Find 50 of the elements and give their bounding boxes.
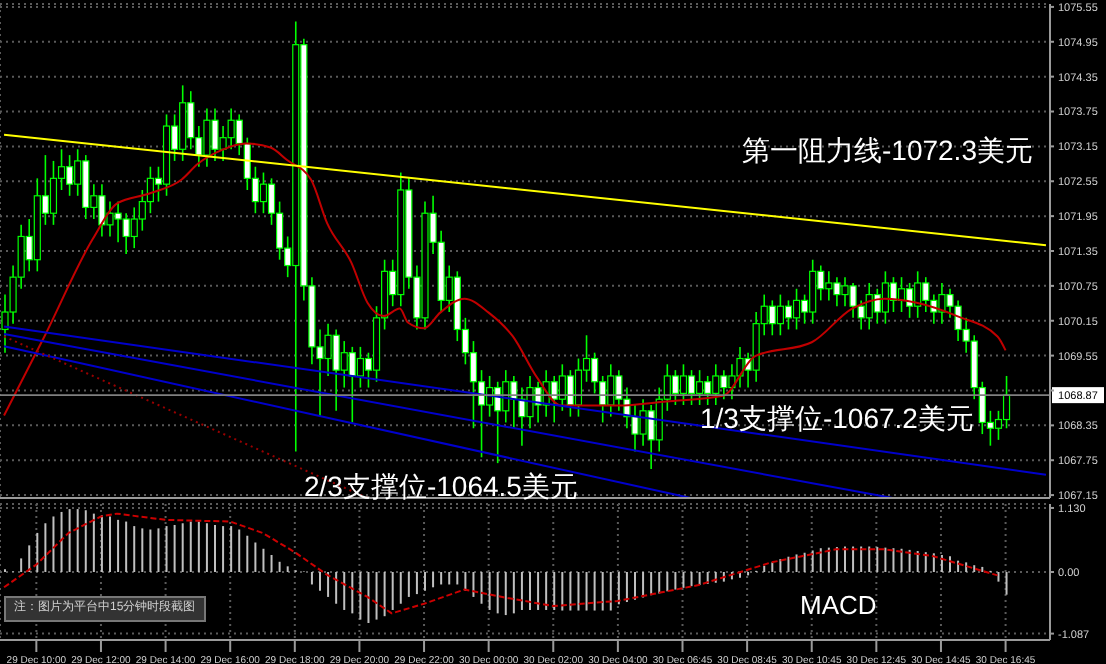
candlestick: [784, 299, 793, 331]
candlestick: [647, 404, 655, 470]
candlestick: [348, 346, 356, 424]
candlestick: [82, 154, 90, 220]
candlestick: [49, 160, 58, 226]
candlestick: [768, 299, 776, 337]
candlestick: [841, 276, 849, 308]
candlestick: [340, 340, 348, 389]
candlestick: [776, 293, 784, 337]
candlestick: [356, 346, 364, 389]
candlestick: [833, 276, 841, 308]
candlestick: [607, 363, 615, 418]
candlestick: [938, 282, 946, 325]
candlestick: [881, 270, 889, 325]
candlestick: [809, 258, 817, 325]
candlestick: [712, 363, 720, 406]
candlestick: [922, 276, 930, 313]
candlestick: [566, 369, 574, 418]
candlestick: [558, 363, 566, 412]
candlestick: [130, 206, 138, 249]
annotation: MACD: [800, 590, 877, 621]
candlestick: [671, 369, 679, 406]
candlestick: [639, 398, 647, 447]
candlestick: [696, 369, 704, 406]
candlestick: [615, 369, 623, 412]
candlestick: [98, 183, 106, 238]
candlestick: [704, 375, 712, 406]
candlestick: [332, 328, 340, 412]
candlestick: [720, 369, 728, 400]
candlestick: [106, 200, 114, 238]
annotation: 第一阻力线-1072.3美元: [742, 134, 1033, 167]
annotation: 2/3支撑位-1064.5美元: [304, 470, 578, 503]
annotation: 1/3支撑位-1067.2美元: [700, 402, 974, 435]
candlestick: [179, 84, 187, 162]
candlestick: [914, 270, 922, 319]
candlestick: [679, 363, 688, 406]
candlestick: [825, 270, 833, 302]
candlestick: [235, 113, 243, 156]
line-series: [3, 512, 999, 615]
candlestick: [122, 212, 130, 255]
candlestick: [66, 154, 74, 197]
candlestick: [574, 357, 583, 418]
candlestick: [259, 171, 268, 215]
candlestick: [187, 90, 195, 151]
candlestick: [1002, 375, 1011, 430]
candlestick: [687, 369, 696, 406]
candlestick: [203, 107, 211, 168]
candlestick: [211, 107, 219, 162]
candlestick: [227, 107, 235, 151]
candlestick: [792, 287, 801, 331]
